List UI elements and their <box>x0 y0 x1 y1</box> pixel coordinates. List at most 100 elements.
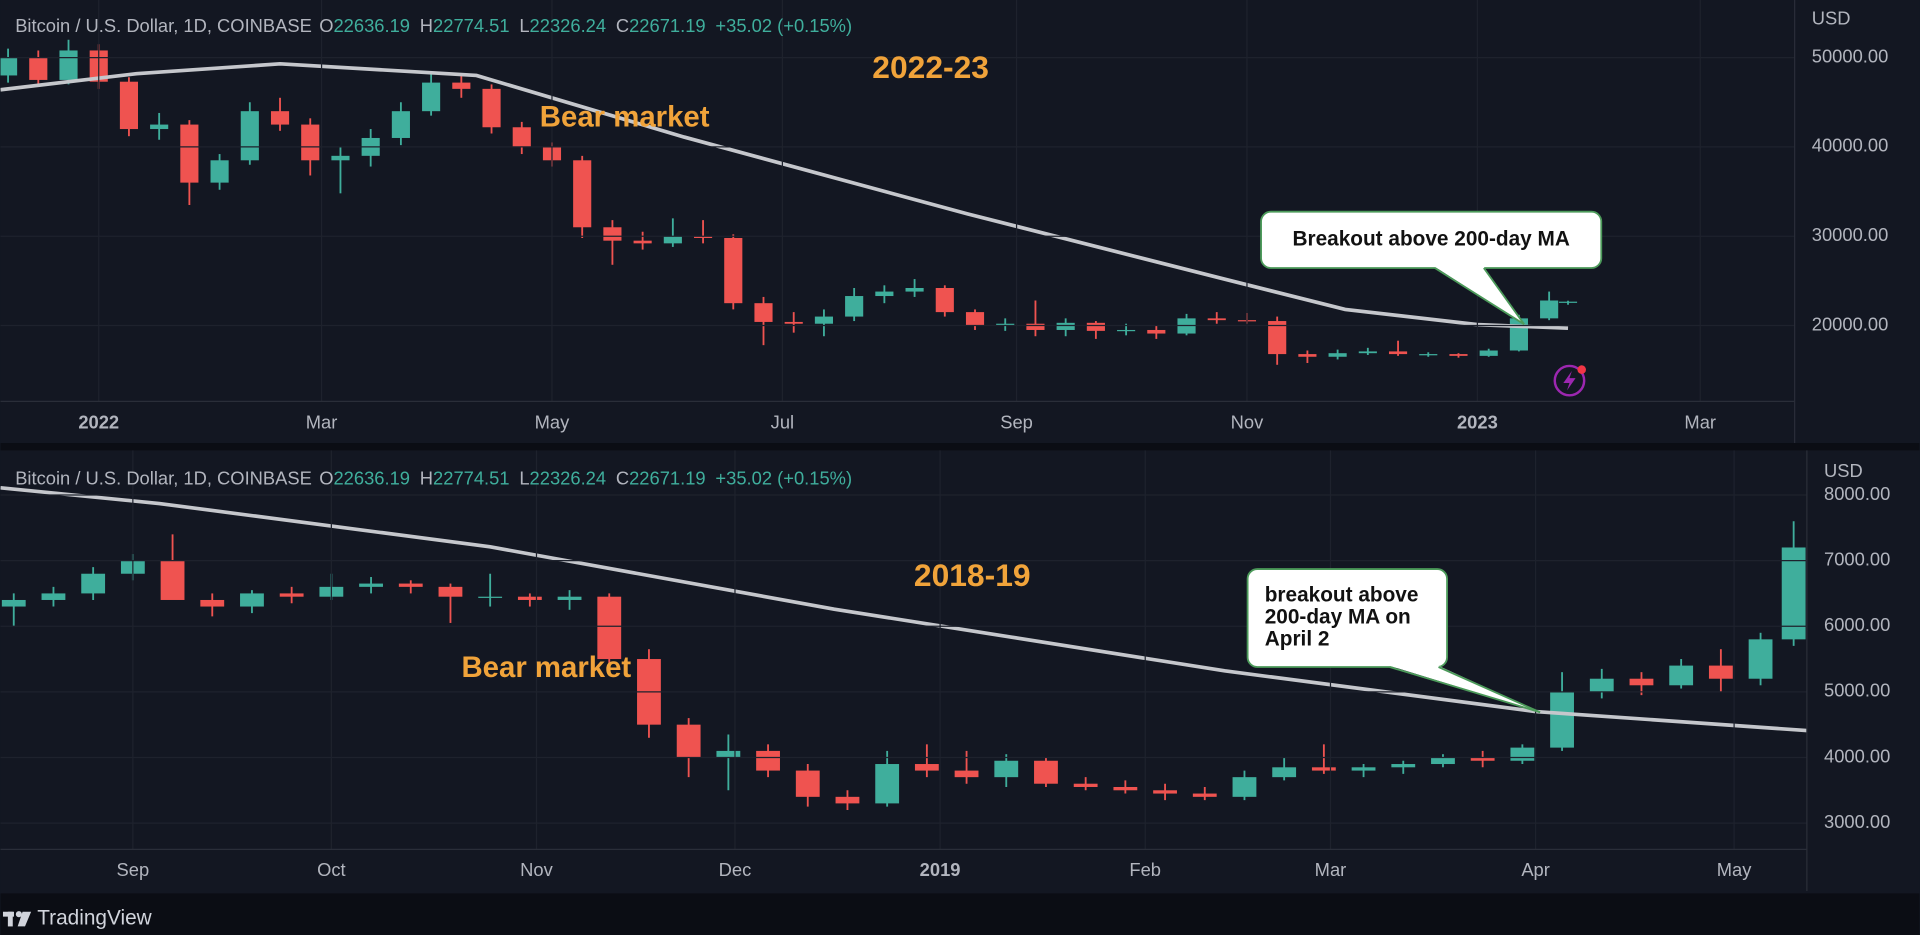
candle-body <box>1419 354 1438 356</box>
candle-body <box>663 236 682 244</box>
candle-body <box>478 596 503 598</box>
candle-body <box>1449 354 1468 356</box>
x-tick-label: Feb <box>1129 859 1161 880</box>
candle-body <box>1153 790 1177 794</box>
x-tick-label: Mar <box>1684 411 1716 432</box>
candle-body <box>795 770 820 797</box>
y-tick-label: 50000.00 <box>1812 45 1889 66</box>
candle-body <box>573 160 592 228</box>
x-tick-label: 2022 <box>78 411 119 432</box>
chart-header: Bitcoin / U.S. Dollar, 1D, COINBASE O2263… <box>15 15 852 36</box>
x-tick-label: Dec <box>719 859 752 880</box>
candle-body <box>29 57 48 80</box>
y-tick-label: 30000.00 <box>1812 224 1889 245</box>
candle-body <box>996 323 1015 326</box>
candle-body <box>398 583 423 587</box>
candle-body <box>1147 329 1166 334</box>
candle-body <box>391 111 410 138</box>
candle-body <box>180 124 199 183</box>
x-tick-label: Sep <box>1000 411 1033 432</box>
candle-body <box>1192 793 1217 797</box>
candle-body <box>1479 350 1498 356</box>
candle-body <box>875 291 894 297</box>
candle-body <box>557 596 582 600</box>
ohlc-key: H <box>420 468 433 489</box>
candle-body <box>1207 318 1226 321</box>
candle-body <box>1550 691 1574 748</box>
x-tick-label: 2023 <box>1457 411 1498 432</box>
x-tick-label: Apr <box>1521 859 1550 880</box>
ohlc-key: C <box>616 15 629 36</box>
callout-box <box>1246 568 1448 668</box>
candle-body <box>81 573 106 594</box>
candle-body <box>1781 547 1806 640</box>
candle-body <box>279 593 304 597</box>
candle-body <box>693 236 713 238</box>
y-tick-label: 7000.00 <box>1824 548 1890 569</box>
y-tick-label: 20000.00 <box>1812 313 1889 334</box>
callout-text: April 2 <box>1265 628 1330 651</box>
callout-pointer-edge <box>1438 666 1541 714</box>
ohlc-key: H <box>420 15 433 36</box>
candle-body <box>0 57 18 76</box>
callout-pointer-edge <box>1434 267 1525 326</box>
y-tick-label: 3000.00 <box>1824 811 1890 832</box>
candle-body <box>210 160 229 183</box>
candle-body <box>150 124 169 130</box>
candle-body <box>1669 665 1694 686</box>
period-label: 2018-19 <box>914 557 1031 593</box>
symbol: Bitcoin / U.S. Dollar, 1D, COINBASE <box>15 468 312 489</box>
change: +35.02 (+0.15%) <box>715 15 852 36</box>
symbol: Bitcoin / U.S. Dollar, 1D, COINBASE <box>15 15 312 36</box>
candle-body <box>517 596 542 600</box>
candle-body <box>716 750 741 758</box>
ohlc-key: O <box>319 468 333 489</box>
candle-body <box>784 321 803 324</box>
candle-body <box>724 237 743 304</box>
ohlc-value: 22774.51 <box>433 468 510 489</box>
candle-body <box>1388 351 1408 355</box>
callout-text: Breakout above 200-day MA <box>1292 227 1569 250</box>
plot-area <box>0 485 1807 810</box>
callout-pointer-edge <box>1483 267 1525 325</box>
candle-body <box>301 124 320 161</box>
change: +35.02 (+0.15%) <box>715 468 852 489</box>
candle-body <box>270 111 290 125</box>
tradingview-logo <box>2 911 32 927</box>
ohlc-value: 22636.19 <box>333 468 410 489</box>
candle-body <box>1358 351 1377 354</box>
candle-body <box>1540 300 1559 319</box>
callout-pointer-edge <box>1389 666 1541 714</box>
x-tick-label: Oct <box>317 859 346 880</box>
candle-body <box>1748 639 1773 679</box>
candle-body <box>845 296 864 317</box>
candle-body <box>240 111 259 161</box>
candle-body <box>1558 301 1578 303</box>
candle-body <box>1351 767 1376 771</box>
candle-body <box>597 596 622 660</box>
moving-average-line <box>0 62 1569 331</box>
y-tick-label: 4000.00 <box>1824 745 1890 766</box>
phase-label: Bear market <box>461 651 631 684</box>
panel-separator <box>0 443 1920 451</box>
ohlc-key: L <box>519 15 529 36</box>
candle-body <box>954 770 979 778</box>
x-tick-label: Nov <box>1231 411 1264 432</box>
candle-body <box>935 287 954 313</box>
candle-body <box>835 796 860 804</box>
candle-body <box>914 764 939 771</box>
x-tick-label: 2019 <box>920 859 961 880</box>
candle-body <box>676 724 701 758</box>
candle-body <box>1113 786 1138 791</box>
candle-body <box>119 81 139 130</box>
footer-bar <box>0 893 1920 935</box>
candle-body <box>1086 322 1105 331</box>
candle-body <box>1589 678 1614 692</box>
x-tick-label: Jul <box>771 411 794 432</box>
candle-body <box>200 599 225 607</box>
candle-body <box>1026 323 1045 330</box>
candle-body <box>1268 321 1287 355</box>
candle-body <box>1298 354 1317 357</box>
y-tick-label: 8000.00 <box>1824 483 1890 504</box>
